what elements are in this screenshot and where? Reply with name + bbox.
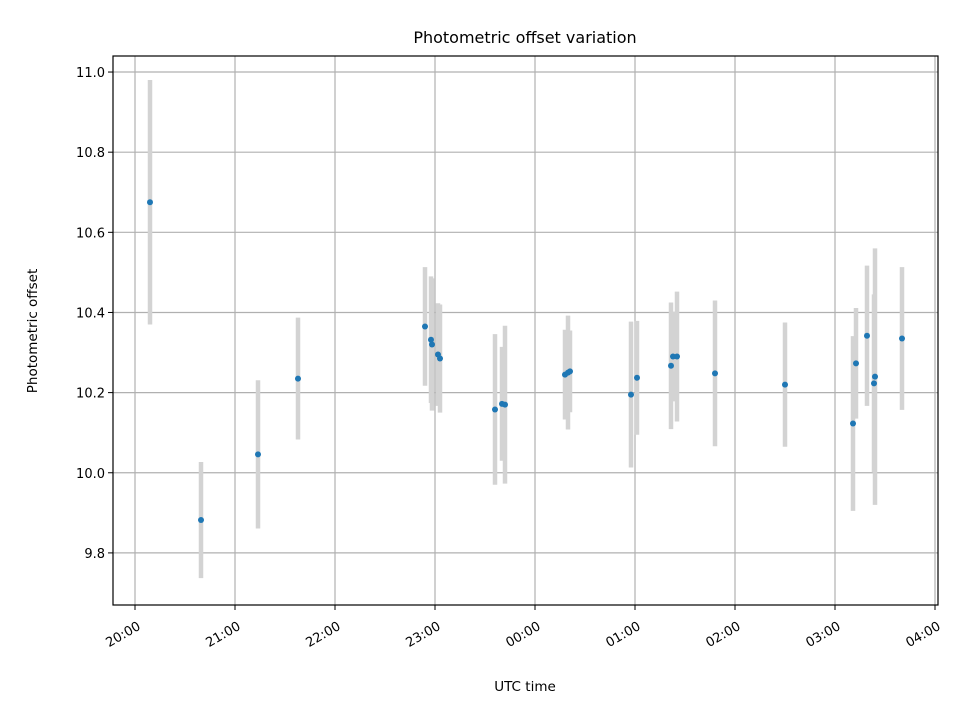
data-point [634, 374, 640, 381]
data-point [674, 353, 680, 360]
data-point [872, 373, 878, 380]
data-point [428, 336, 434, 343]
y-tick-label: 9.8 [84, 547, 105, 562]
data-point [255, 451, 261, 458]
data-points [147, 199, 905, 524]
data-point [295, 375, 301, 382]
y-tick-label: 11.0 [76, 66, 105, 81]
data-point [871, 380, 877, 387]
data-point [492, 406, 498, 413]
data-point [429, 341, 435, 348]
data-point [782, 381, 788, 388]
data-point [437, 355, 443, 362]
chart-title: Photometric offset variation [413, 28, 636, 47]
x-axis-label: UTC time [494, 679, 556, 695]
data-point [567, 368, 573, 375]
y-tick-label: 10.8 [76, 146, 105, 161]
plot-frame [112, 55, 939, 606]
data-point [502, 401, 508, 408]
y-axis-label: Photometric offset [25, 269, 41, 393]
data-point [712, 370, 718, 377]
y-tick-label: 10.2 [76, 387, 105, 402]
y-tick-label: 10.4 [76, 306, 105, 321]
data-point [422, 323, 428, 330]
data-point [147, 199, 153, 206]
data-point [899, 335, 905, 342]
data-point [198, 517, 204, 524]
y-tick-label: 10.6 [76, 226, 105, 241]
data-point [628, 391, 634, 398]
data-point [850, 420, 856, 427]
data-point [864, 332, 870, 339]
data-point [853, 360, 859, 367]
data-point [668, 362, 674, 369]
y-tick-label: 10.0 [76, 467, 105, 482]
